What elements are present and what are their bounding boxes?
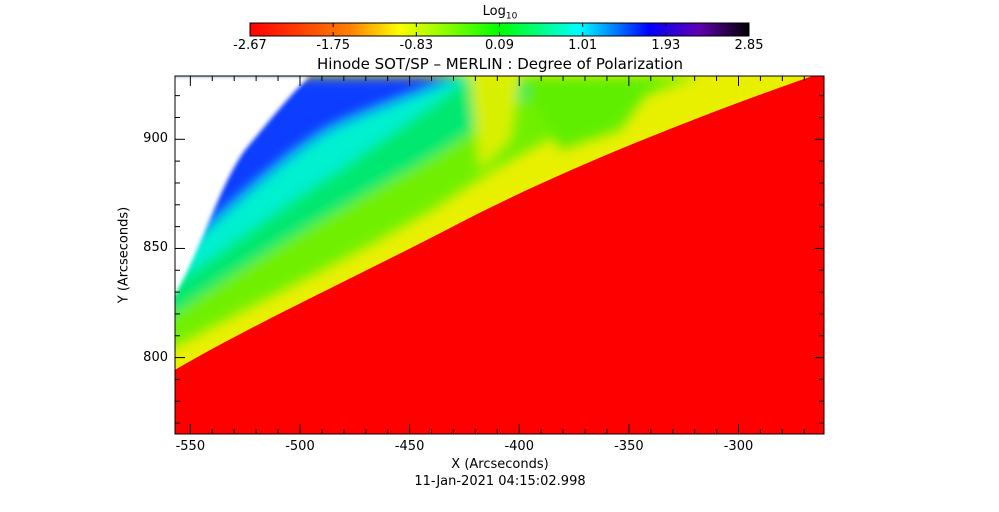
colorbar-label: Log10 [482, 4, 518, 22]
chart-title: Hinode SOT/SP – MERLIN : Degree of Polar… [317, 55, 683, 73]
y-axis-label: Y (Arcseconds) [116, 206, 132, 304]
x-tick-label: -400 [504, 439, 534, 454]
colorbar-tick-label: 1.93 [651, 38, 681, 53]
colorbar-tick-label: 2.85 [734, 38, 764, 53]
colorbar-tick-label: 0.09 [485, 38, 514, 53]
colorbar-tick-label: -1.75 [316, 38, 350, 53]
x-axis-label: X (Arcseconds) [451, 457, 549, 472]
colorbar-tick-label: -0.83 [399, 38, 434, 53]
x-tick-label: -350 [614, 439, 644, 454]
y-tick-label: 900 [143, 131, 168, 147]
timestamp: 11-Jan-2021 04:15:02.998 [414, 474, 586, 489]
plot-frame [174, 75, 825, 435]
x-tick-label: -550 [175, 439, 206, 454]
heatmap-image [175, 76, 824, 434]
x-tick-label: -500 [285, 439, 315, 454]
y-tick-label: 800 [143, 349, 168, 365]
x-tick-label: -300 [723, 439, 754, 454]
x-tick-label: -450 [394, 439, 425, 454]
colorbar-tick-label: 1.01 [568, 38, 598, 53]
y-tick-label: 850 [143, 240, 168, 256]
colorbar-tick-label: -2.67 [233, 38, 267, 53]
